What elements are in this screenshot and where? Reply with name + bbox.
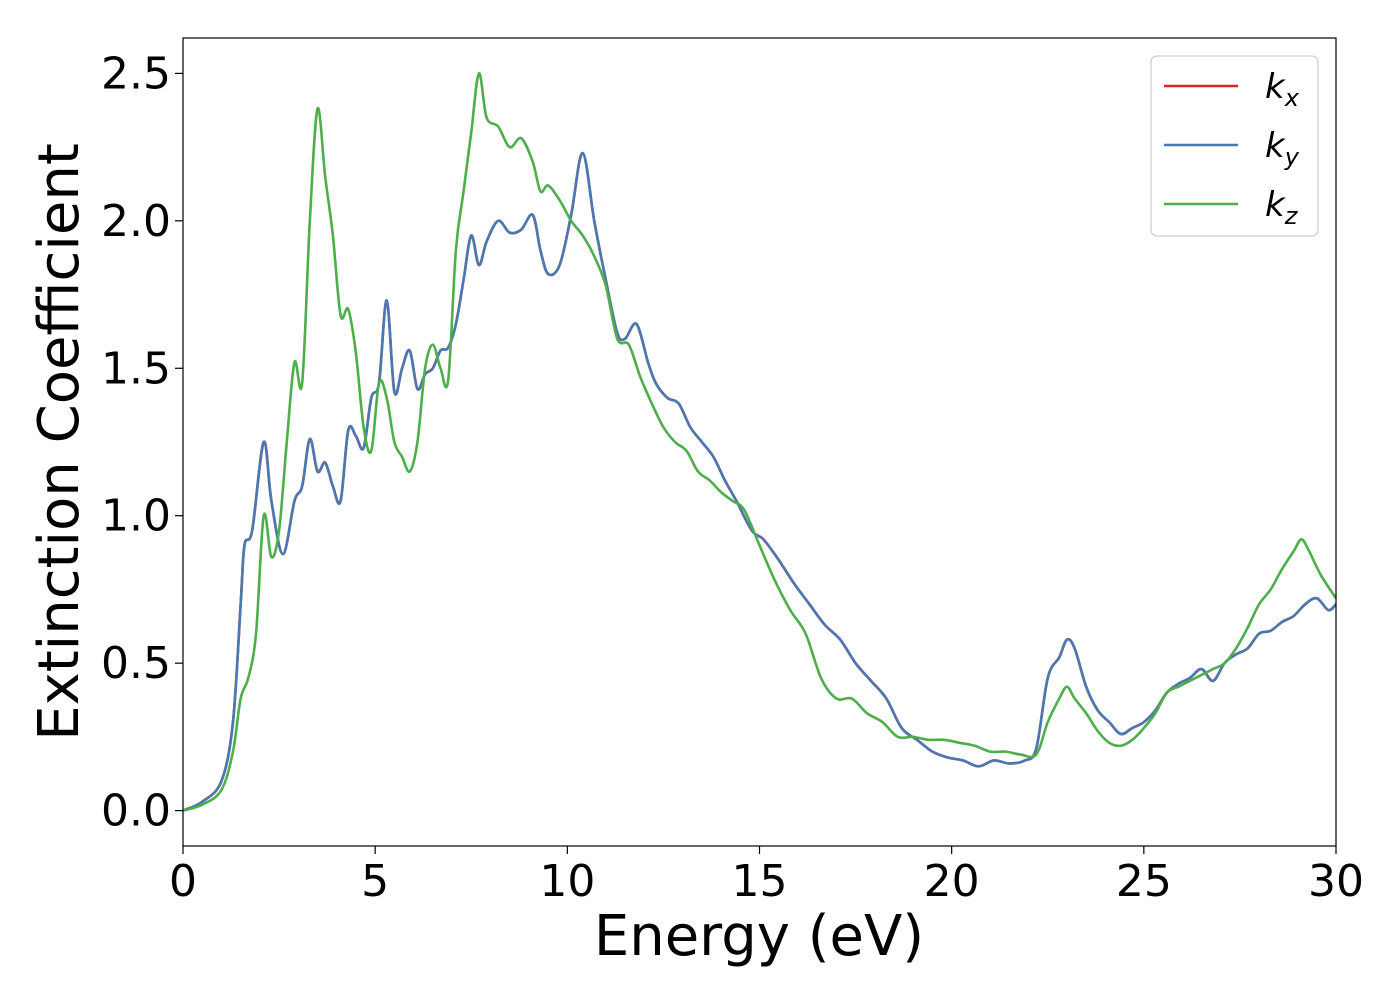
legend-label-kz: kz bbox=[1265, 185, 1299, 230]
y-axis: 0.0 0.5 1.0 1.5 2.0 2.5 bbox=[101, 48, 183, 837]
y-tick-label: 2.0 bbox=[101, 196, 171, 247]
x-tick-label: 10 bbox=[539, 856, 595, 907]
y-tick-label: 2.5 bbox=[101, 48, 171, 99]
x-axis: 0 5 10 15 20 25 30 bbox=[169, 846, 1364, 907]
series-line-ky bbox=[182, 151, 1337, 812]
x-tick-label: 25 bbox=[1116, 856, 1172, 907]
legend-label-ky: ky bbox=[1265, 126, 1300, 171]
y-tick-label: 0.5 bbox=[101, 638, 171, 689]
x-tick-label: 20 bbox=[924, 856, 980, 907]
legend-label-kx: kx bbox=[1265, 67, 1300, 112]
legend-label-main: k bbox=[1265, 185, 1286, 225]
series-line-kz bbox=[182, 72, 1338, 812]
x-tick-label: 0 bbox=[169, 856, 197, 907]
legend-label-subscript: x bbox=[1284, 84, 1300, 112]
x-tick-label: 5 bbox=[361, 856, 389, 907]
y-tick-label: 1.0 bbox=[101, 491, 171, 542]
y-tick-label: 1.5 bbox=[101, 343, 171, 394]
x-axis-label: Energy (eV) bbox=[594, 904, 924, 969]
plot-lines bbox=[182, 72, 1338, 812]
x-tick-label: 30 bbox=[1308, 856, 1364, 907]
x-tick-label: 15 bbox=[732, 856, 788, 907]
y-axis-label: Extinction Coefficient bbox=[27, 143, 92, 741]
legend-label-subscript: z bbox=[1284, 202, 1299, 230]
legend-label-main: k bbox=[1265, 126, 1286, 166]
series-line-kx bbox=[182, 151, 1337, 812]
legend-label-subscript: y bbox=[1284, 143, 1300, 171]
legend-label-main: k bbox=[1265, 67, 1286, 107]
y-tick-label: 0.0 bbox=[101, 786, 171, 837]
